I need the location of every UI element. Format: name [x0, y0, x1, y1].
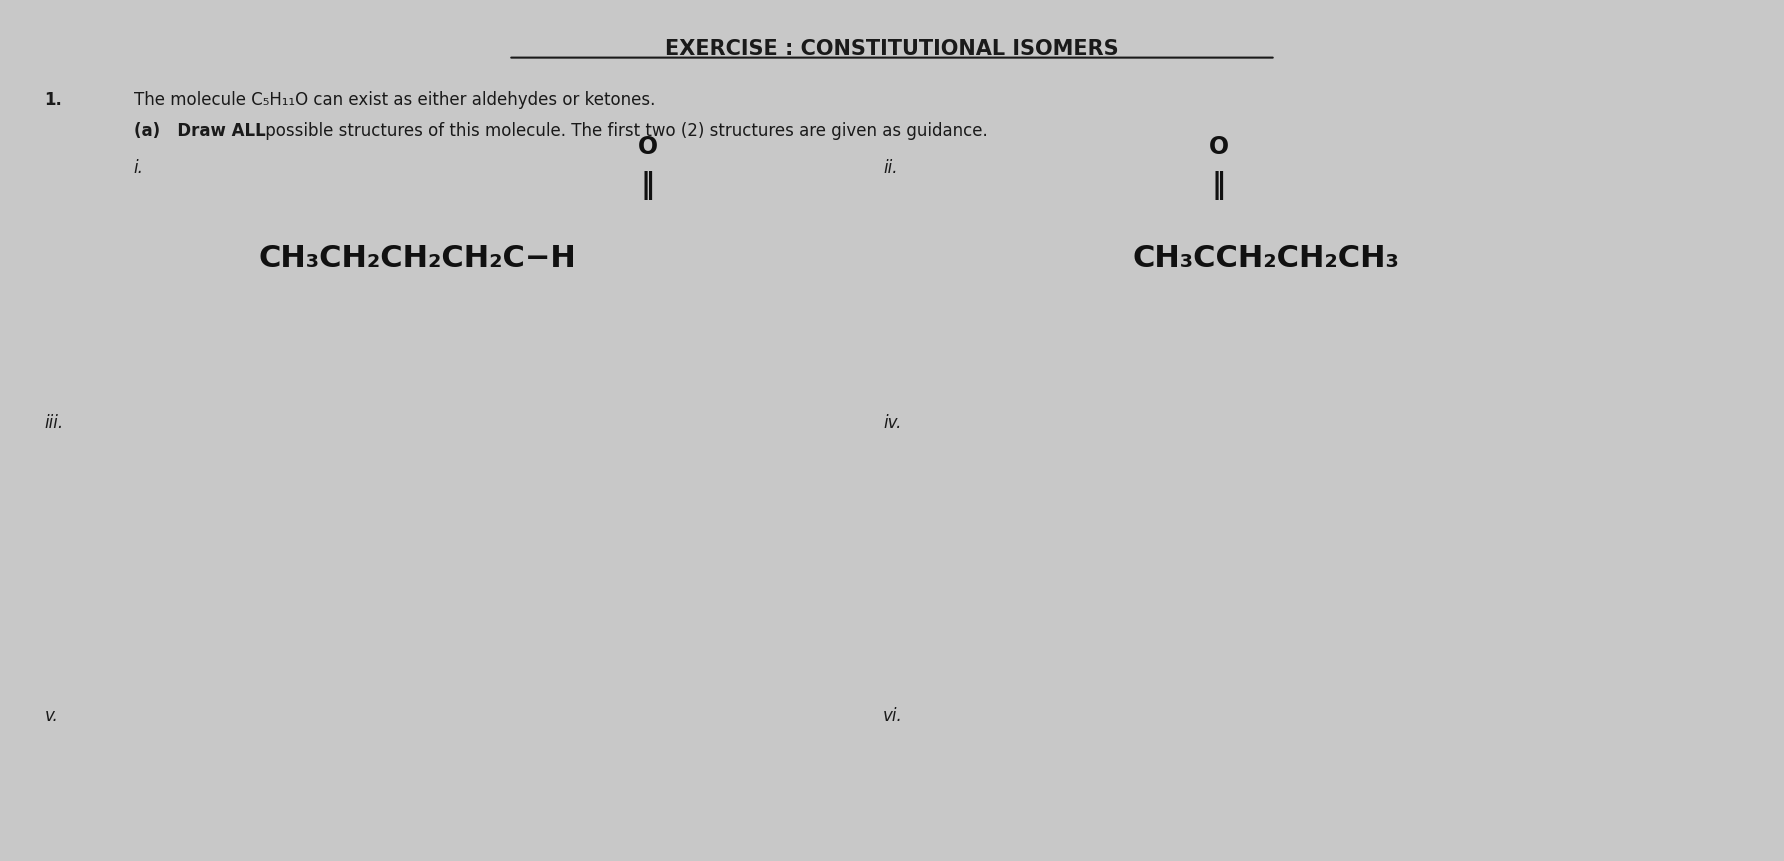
Text: The molecule C₅H₁₁O can exist as either aldehydes or ketones.: The molecule C₅H₁₁O can exist as either … — [134, 90, 655, 108]
Text: v.: v. — [45, 706, 59, 724]
Text: ‖: ‖ — [1211, 170, 1226, 200]
Text: possible structures of this molecule. The first two (2) structures are given as : possible structures of this molecule. Th… — [134, 122, 988, 140]
Text: CH₃CCH₂CH₂CH₃: CH₃CCH₂CH₂CH₃ — [1133, 244, 1400, 273]
Text: O: O — [1208, 135, 1229, 159]
Text: iv.: iv. — [883, 413, 901, 431]
Text: i.: i. — [134, 159, 145, 177]
Text: O: O — [637, 135, 658, 159]
Text: (a)   Draw ALL: (a) Draw ALL — [134, 122, 266, 140]
Text: EXERCISE : CONSTITUTIONAL ISOMERS: EXERCISE : CONSTITUTIONAL ISOMERS — [665, 39, 1119, 59]
Text: iii.: iii. — [45, 413, 64, 431]
Text: vi.: vi. — [883, 706, 903, 724]
Text: 1.: 1. — [45, 90, 62, 108]
Text: ‖: ‖ — [640, 170, 655, 200]
Text: ii.: ii. — [883, 159, 897, 177]
Text: CH₃CH₂CH₂CH₂C−H: CH₃CH₂CH₂CH₂C−H — [259, 244, 576, 273]
